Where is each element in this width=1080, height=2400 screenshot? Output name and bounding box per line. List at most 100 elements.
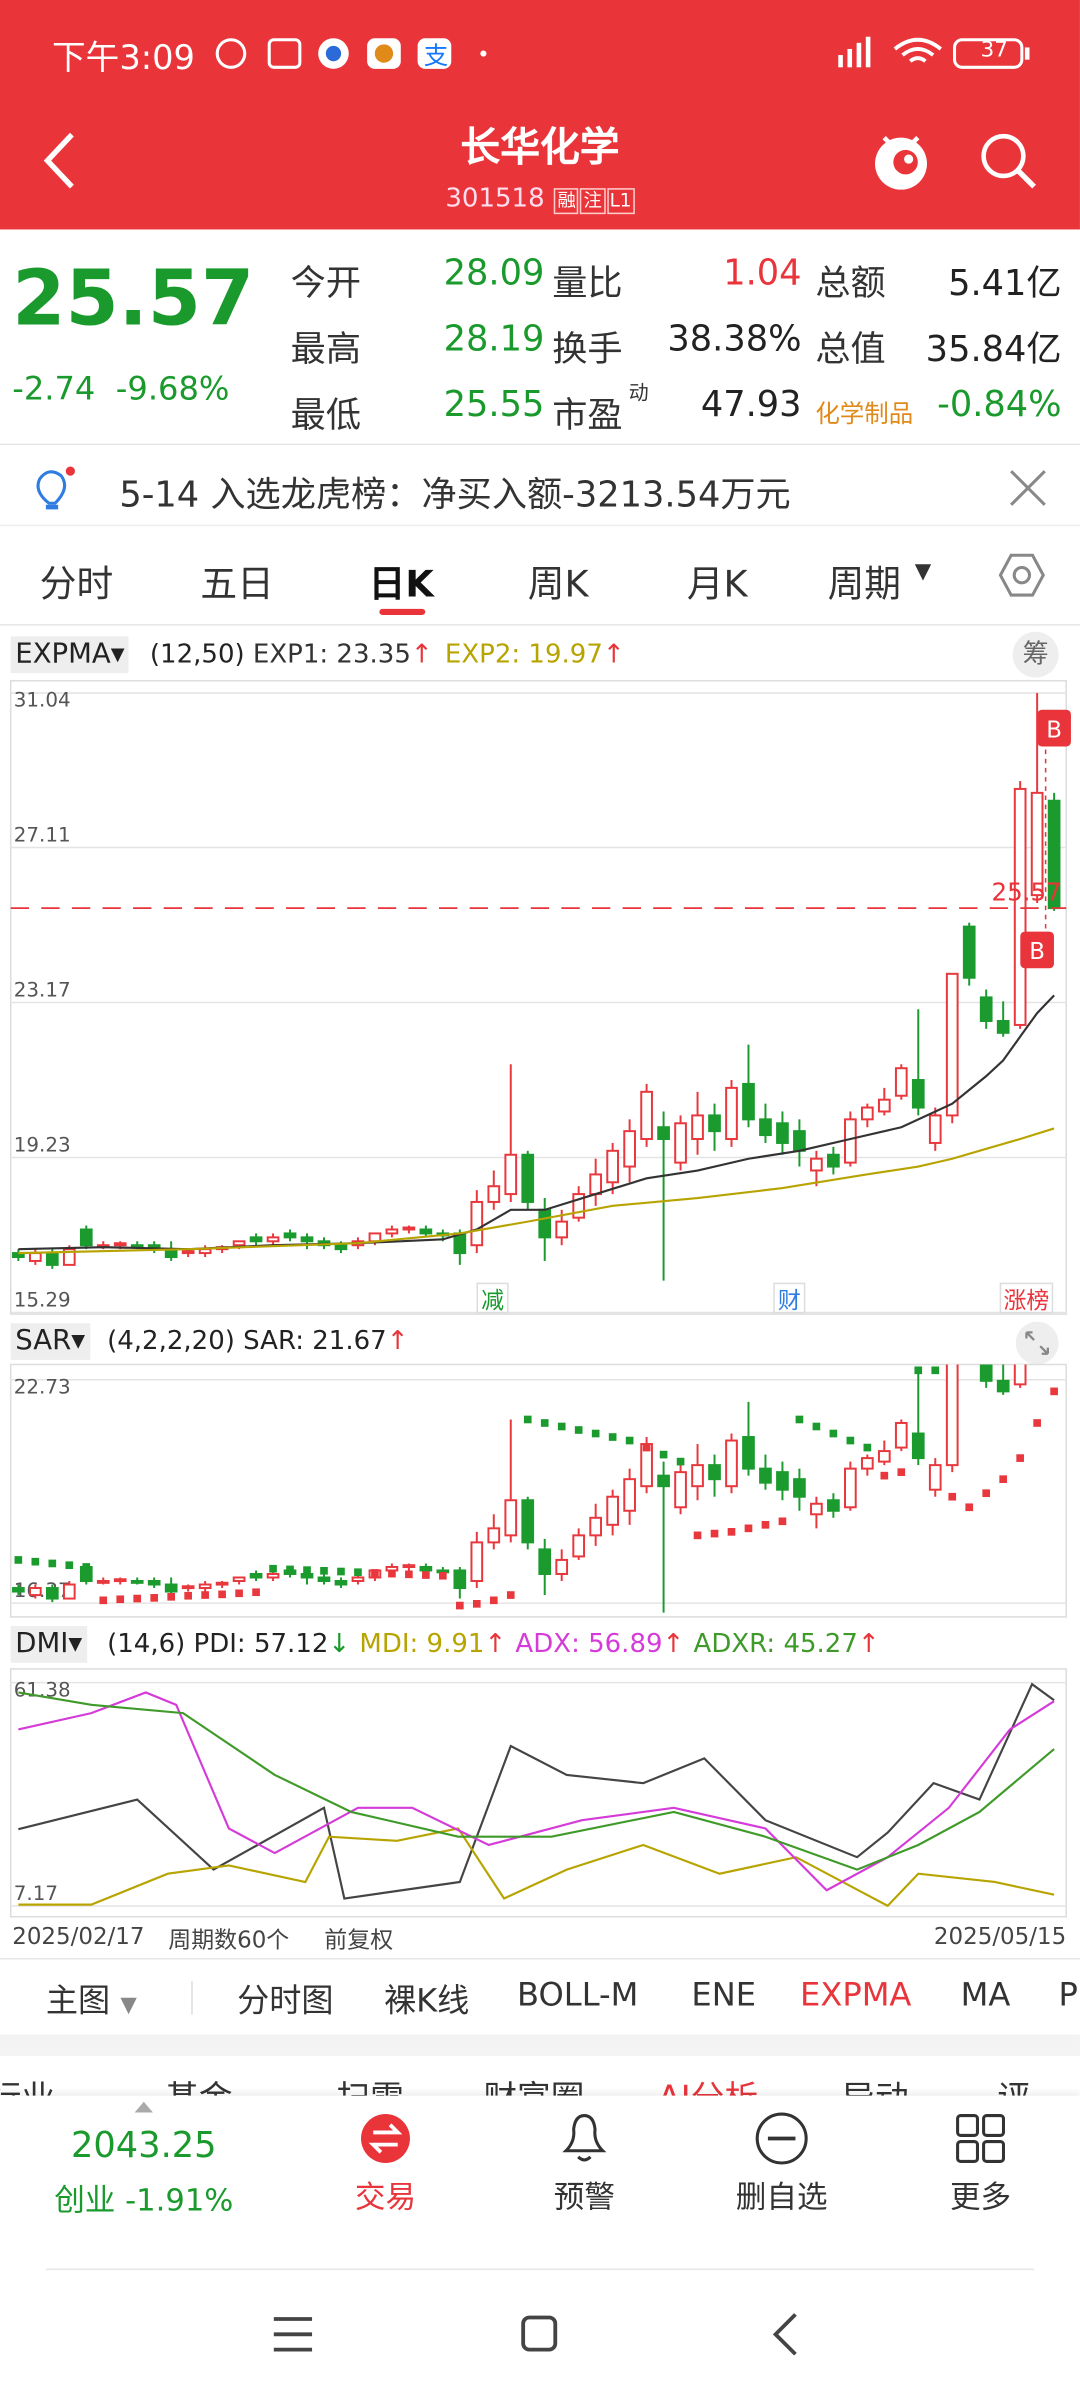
sub-tab[interactable]: 异动 bbox=[841, 2071, 908, 2095]
tab[interactable]: 日K bbox=[368, 562, 434, 606]
nav-item[interactable]: 交易 bbox=[354, 2178, 417, 2216]
notice-icon bbox=[36, 466, 75, 510]
nav-item[interactable]: 删自选 bbox=[735, 2178, 828, 2216]
main-panel bbox=[9, 679, 1067, 1315]
sub-tab[interactable]: 财富圈 bbox=[483, 2071, 584, 2095]
params: (4,2,2,20) bbox=[107, 1326, 235, 1357]
settings-icon[interactable] bbox=[997, 551, 1046, 600]
event-tag-label[interactable]: 涨榜 bbox=[1003, 1288, 1049, 1314]
legend-label: SAR: 21.67 bbox=[243, 1326, 387, 1357]
sub-tab[interactable]: AI分析 bbox=[658, 2071, 758, 2095]
sar-dot bbox=[608, 1433, 617, 1441]
sar-dot bbox=[710, 1529, 719, 1538]
candle-body bbox=[589, 1516, 603, 1537]
candle-body bbox=[283, 1232, 297, 1239]
candle-body bbox=[266, 1236, 280, 1243]
system-nav bbox=[273, 2313, 797, 2356]
nav-item[interactable]: 预警 bbox=[553, 2178, 615, 2216]
field-value: 47.93 bbox=[700, 385, 802, 426]
sar-dot bbox=[676, 1457, 685, 1466]
legend-label: EXP1: 23.35 bbox=[252, 639, 411, 671]
sub-tab[interactable]: 基金 bbox=[165, 2071, 232, 2095]
tab[interactable]: 周K bbox=[527, 562, 589, 606]
tab-underline bbox=[379, 608, 426, 615]
sar-dot bbox=[795, 1415, 804, 1424]
indicator-tab[interactable]: BOLL-M bbox=[517, 1976, 639, 2014]
candle-body bbox=[300, 1236, 314, 1243]
candle-body bbox=[266, 1572, 280, 1579]
candle-body bbox=[844, 1118, 857, 1164]
mascot-icon[interactable] bbox=[866, 125, 936, 195]
index-name[interactable]: 创业 -1.91% bbox=[54, 2181, 234, 2219]
indicator-tab[interactable]: EXPMA bbox=[800, 1976, 912, 2014]
indicator-tab[interactable]: 分时图 bbox=[237, 1982, 334, 2020]
sub-tab[interactable]: 扫雷 bbox=[337, 2071, 404, 2095]
indicator-tab[interactable]: 裸K线 bbox=[383, 1982, 470, 2020]
indicator-select[interactable]: EXPMA▾ bbox=[10, 636, 130, 674]
search-icon[interactable] bbox=[976, 128, 1040, 192]
notice-close[interactable] bbox=[1007, 467, 1050, 510]
field-label: 量比 bbox=[552, 264, 623, 305]
indicator-tab[interactable]: P bbox=[1058, 1976, 1078, 2014]
field-value: 25.55 bbox=[443, 385, 545, 426]
indicator-select[interactable]: DMI▾ bbox=[10, 1626, 87, 1663]
tab[interactable]: 五日 bbox=[200, 562, 274, 606]
candle-body bbox=[521, 1153, 535, 1203]
candle-body bbox=[334, 1244, 348, 1251]
candle-body bbox=[130, 1580, 144, 1584]
event-tag bbox=[476, 1282, 509, 1314]
candle-body bbox=[674, 1471, 687, 1509]
sar-dot bbox=[965, 1503, 974, 1512]
field-label: 今开 bbox=[290, 264, 362, 305]
tab[interactable]: 周期 bbox=[827, 562, 901, 606]
main-select[interactable]: 主图 ▼ bbox=[45, 1982, 137, 2020]
candle-body bbox=[606, 1149, 619, 1184]
candle-body bbox=[45, 1587, 59, 1600]
candle-body bbox=[945, 972, 959, 1117]
sar-dot bbox=[574, 1426, 583, 1434]
indicator-select[interactable]: SAR▾ bbox=[10, 1323, 90, 1360]
event-tag-label[interactable]: 财 bbox=[778, 1288, 801, 1314]
field-label: 总值 bbox=[815, 330, 886, 371]
nav-item[interactable]: 更多 bbox=[949, 2178, 1012, 2216]
expand-icon[interactable] bbox=[1015, 1321, 1059, 1365]
event-tag-label[interactable]: 减 bbox=[481, 1288, 504, 1314]
candle-body bbox=[181, 1585, 195, 1590]
candle-body bbox=[368, 1232, 382, 1243]
candle-body bbox=[538, 1548, 552, 1575]
y-tick-label: 23.17 bbox=[14, 978, 71, 1001]
candle-body bbox=[334, 1580, 348, 1586]
candle-body bbox=[844, 1467, 857, 1509]
index-value[interactable]: 2043.25 bbox=[71, 2126, 217, 2167]
sar-dot bbox=[150, 1594, 159, 1602]
sub-tab[interactable]: 行业 bbox=[0, 2071, 55, 2095]
candle-body bbox=[351, 1576, 365, 1582]
indicator-tab[interactable]: MA bbox=[960, 1976, 1011, 2014]
chip-button[interactable]: 筹 bbox=[1012, 631, 1059, 678]
field-label: 市盈 bbox=[552, 396, 623, 436]
sub-tab[interactable]: 评 bbox=[997, 2071, 1031, 2095]
indicator-tab[interactable]: ENE bbox=[691, 1976, 757, 2014]
sar-dot bbox=[897, 1468, 906, 1476]
charts: 31.0427.1123.1719.2315.2922.7316.3761.38… bbox=[9, 679, 1071, 1918]
candle-body bbox=[945, 1364, 959, 1467]
sar-dot bbox=[48, 1559, 57, 1568]
sar-dot bbox=[472, 1600, 481, 1608]
indicator-name: SAR bbox=[15, 1324, 72, 1357]
last-price: 25.57 bbox=[12, 253, 255, 343]
sar-dot bbox=[286, 1565, 294, 1574]
notice-text[interactable]: 5-14 入选龙虎榜：净买入额-3213.54万元 bbox=[119, 475, 791, 516]
candle-body bbox=[385, 1228, 399, 1235]
adjust-mode[interactable]: 前复权 bbox=[324, 1925, 394, 1954]
badge: 融 bbox=[554, 188, 579, 215]
back-button[interactable] bbox=[38, 130, 84, 191]
candle-body bbox=[810, 1502, 823, 1516]
candle-body bbox=[759, 1467, 772, 1484]
tab[interactable]: 月K bbox=[686, 562, 748, 606]
legend: EXP1: 23.35↑ EXP2: 19.97↑ bbox=[253, 639, 637, 670]
tab[interactable]: 分时 bbox=[39, 562, 114, 606]
candle-body bbox=[215, 1581, 229, 1586]
divider bbox=[45, 2268, 1035, 2271]
candle-body bbox=[640, 1090, 653, 1141]
